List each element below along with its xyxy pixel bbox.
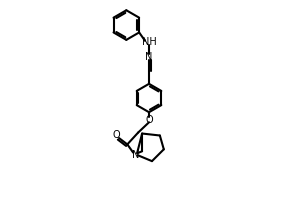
Text: NH: NH: [142, 37, 156, 47]
Text: O: O: [145, 115, 153, 125]
Text: O: O: [113, 130, 120, 140]
Text: N: N: [145, 52, 153, 62]
Text: N: N: [131, 150, 139, 160]
